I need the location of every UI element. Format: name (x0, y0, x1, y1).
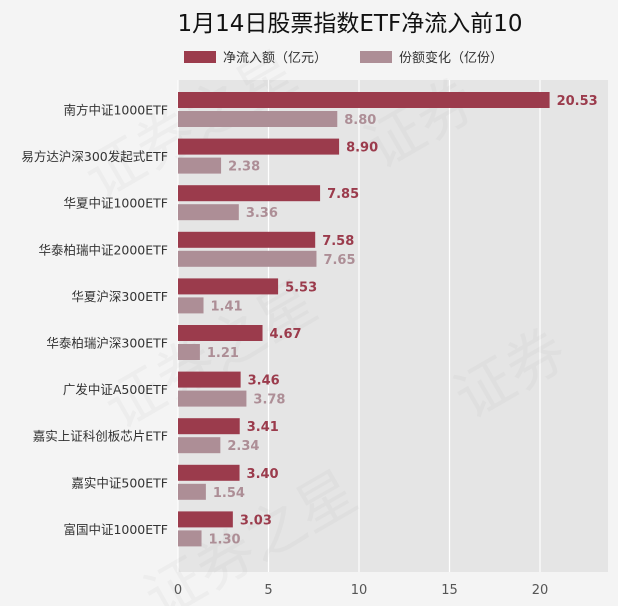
y-tick-label: 易方达沪深300发起式ETF (21, 149, 168, 164)
bar-share-change (178, 530, 202, 547)
bar-net-inflow (178, 418, 240, 435)
data-label-share-change: 1.54 (213, 486, 245, 501)
data-label-share-change: 3.36 (246, 206, 278, 221)
x-tick-label: 5 (264, 583, 272, 598)
x-tick-label: 0 (174, 583, 182, 598)
bar-share-change (178, 437, 221, 454)
y-tick-label: 南方中证1000ETF (63, 103, 168, 118)
data-label-net-inflow: 7.58 (322, 234, 354, 249)
bars (178, 92, 550, 547)
data-label-net-inflow: 20.53 (557, 94, 598, 109)
y-tick-label: 嘉实中证500ETF (71, 475, 168, 490)
bar-net-inflow (178, 371, 241, 388)
data-label-share-change: 7.65 (323, 253, 355, 268)
data-label-share-change: 1.41 (211, 299, 243, 314)
data-label-net-inflow: 3.41 (247, 420, 279, 435)
legend-label-share-change: 份额变化（亿份） (399, 50, 503, 66)
bar-share-change (178, 250, 317, 267)
bar-share-change (178, 390, 247, 407)
data-label-net-inflow: 3.40 (247, 467, 279, 482)
y-tick-label: 广发中证A500ETF (63, 382, 168, 397)
bar-net-inflow (178, 138, 340, 155)
data-label-net-inflow: 5.53 (285, 280, 317, 295)
data-label-net-inflow: 8.90 (346, 141, 378, 156)
data-label-net-inflow: 4.67 (270, 327, 302, 342)
data-label-share-change: 2.34 (227, 439, 259, 454)
y-tick-label: 嘉实上证科创板芯片ETF (33, 429, 168, 444)
legend-swatch-net-inflow (184, 51, 216, 63)
legend-swatch-share-change (360, 51, 392, 63)
y-tick-label: 富国中证1000ETF (63, 522, 168, 537)
bar-share-change (178, 111, 338, 127)
bar-share-change (178, 157, 222, 174)
data-label-share-change: 1.30 (209, 532, 241, 547)
data-label-net-inflow: 3.03 (240, 513, 272, 528)
bar-share-change (178, 204, 239, 221)
bar-share-change (178, 344, 200, 360)
y-tick-label: 华夏沪深300ETF (71, 289, 168, 304)
bar-net-inflow (178, 185, 321, 202)
bar-net-inflow (178, 464, 240, 481)
y-tick-label: 华泰柏瑞中证2000ETF (38, 242, 168, 257)
y-axis: 南方中证1000ETF 易方达沪深300发起式ETF 华夏中证1000ETF 华泰柏瑞… (21, 103, 168, 537)
y-tick-label: 华泰柏瑞沪深300ETF (46, 336, 168, 351)
bar-net-inflow (178, 92, 550, 108)
bar-share-change (178, 483, 206, 500)
data-label-share-change: 8.80 (344, 113, 376, 128)
bar-net-inflow (178, 278, 279, 295)
legend-label-net-inflow: 净流入额（亿元） (223, 51, 327, 66)
data-label-share-change: 2.38 (228, 160, 260, 175)
x-tick-label: 10 (351, 583, 368, 598)
legend: 净流入额（亿元） 份额变化（亿份） (184, 50, 503, 66)
data-label-net-inflow: 7.85 (327, 187, 359, 202)
x-axis: 0 5 10 15 20 (174, 583, 548, 598)
chart-title: 1月14日股票指数ETF净流入前10 (178, 11, 523, 37)
bar-net-inflow (178, 231, 316, 248)
data-label-share-change: 1.21 (207, 346, 239, 361)
x-tick-label: 20 (532, 583, 549, 598)
data-label-share-change: 3.78 (253, 393, 285, 408)
bar-net-inflow (178, 325, 263, 341)
data-label-net-inflow: 3.46 (248, 374, 280, 389)
bar-net-inflow (178, 511, 233, 528)
bar-labels: 20.53 8.80 8.90 2.38 7.85 3.36 7.58 7.65 5.53 1.4… (207, 94, 598, 547)
x-tick-label: 15 (441, 583, 458, 598)
bar-share-change (178, 297, 204, 314)
y-tick-label: 华夏中证1000ETF (63, 196, 168, 211)
